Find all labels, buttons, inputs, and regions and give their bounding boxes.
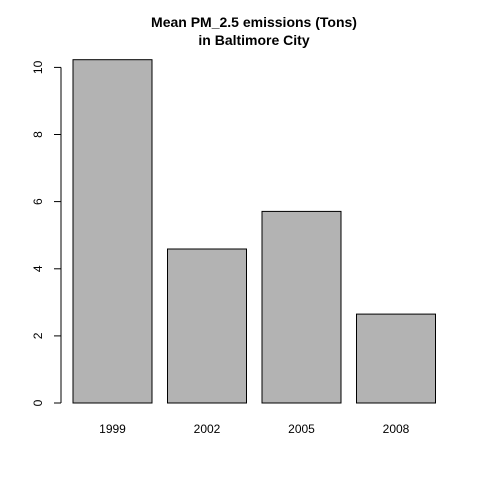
y-tick-label-2: 2: [31, 332, 45, 339]
y-tick-label-6: 6: [31, 198, 45, 205]
y-axis: 0 2 4 6 8 10: [31, 60, 62, 406]
chart-title: Mean PM_2.5 emissions (Tons): [151, 14, 357, 30]
bar-2002: [167, 248, 247, 404]
bar-2008: [356, 313, 436, 404]
x-axis-labels: 1999 2002 2005 2008: [99, 422, 410, 436]
bar-2005: [261, 210, 342, 404]
x-tick-label-1999: 1999: [99, 422, 126, 436]
bar-1999: [72, 59, 153, 404]
x-tick-label-2005: 2005: [288, 422, 315, 436]
chart-subtitle: in Baltimore City: [198, 32, 309, 48]
y-tick-label-0: 0: [31, 399, 45, 406]
y-tick-label-10: 10: [31, 60, 45, 74]
y-tick-label-4: 4: [31, 265, 45, 272]
y-tick-label-8: 8: [31, 131, 45, 138]
x-tick-label-2002: 2002: [194, 422, 221, 436]
x-tick-label-2008: 2008: [383, 422, 410, 436]
bars-group: [72, 59, 436, 404]
